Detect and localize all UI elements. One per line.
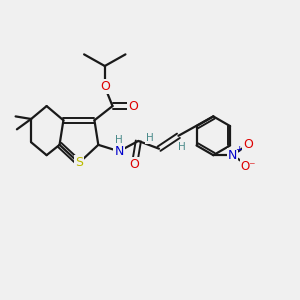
Text: +: + — [235, 145, 242, 154]
Text: O: O — [130, 158, 140, 171]
Text: N: N — [228, 149, 237, 162]
Text: O⁻: O⁻ — [241, 160, 256, 172]
Text: O: O — [243, 138, 253, 151]
Text: N: N — [114, 145, 124, 158]
Text: H: H — [115, 135, 123, 145]
Text: O: O — [128, 100, 138, 112]
Text: H: H — [178, 142, 185, 152]
Text: H: H — [146, 134, 154, 143]
Text: O: O — [100, 80, 110, 93]
Text: S: S — [75, 156, 83, 170]
